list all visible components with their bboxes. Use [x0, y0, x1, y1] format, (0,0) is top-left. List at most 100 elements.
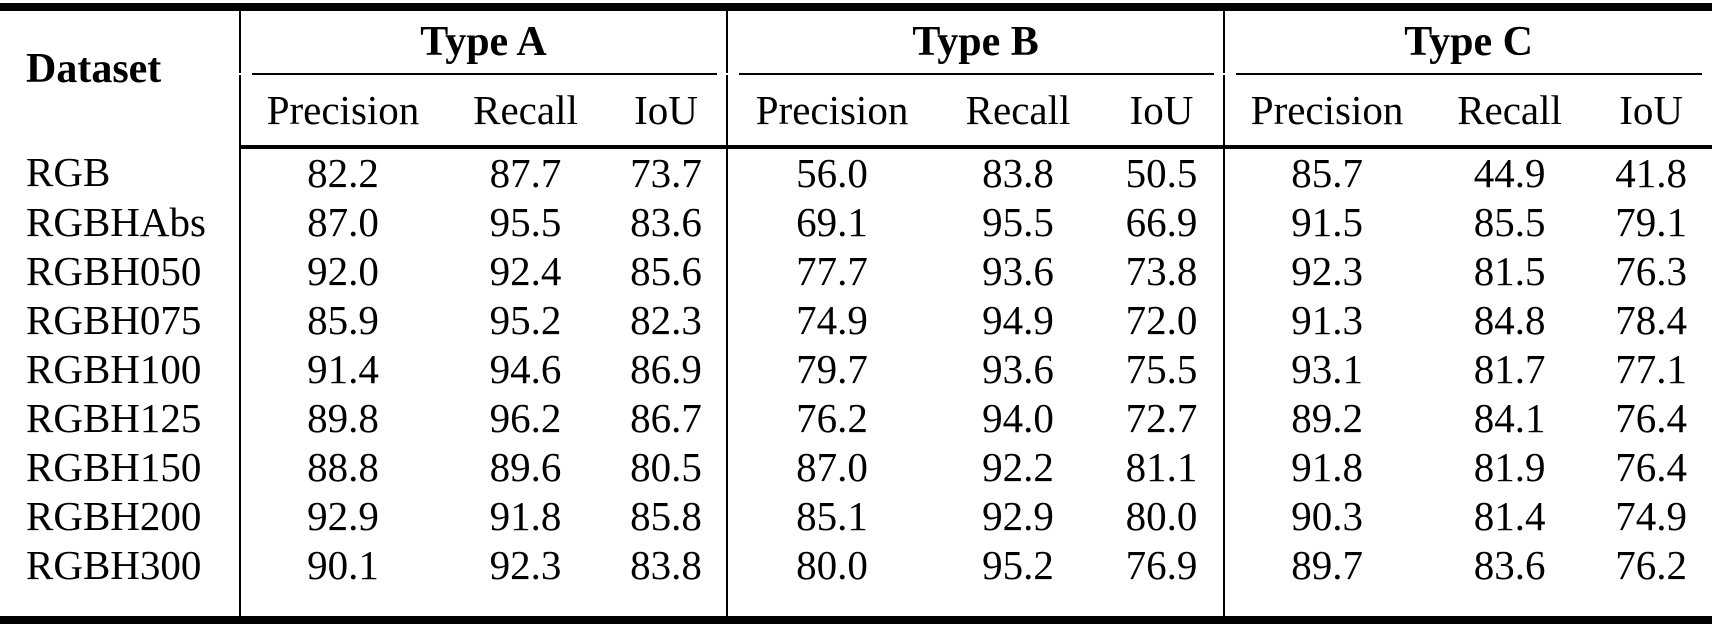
metric-cell: 83.6: [630, 199, 702, 245]
metric-cell: 92.4: [489, 248, 562, 294]
metric-cell: 76.9: [1125, 542, 1198, 588]
spacer-type-c-cell: [1223, 590, 1712, 624]
metric-cell: 81.9: [1473, 444, 1546, 490]
metric-cell: 89.8: [239, 394, 445, 443]
metric-cell: 87.7: [489, 150, 562, 196]
dataset-name-cell: RGBH300: [26, 542, 202, 588]
metric-cell: 84.8: [1473, 297, 1546, 343]
spacer-type-a-cell: [238, 590, 728, 624]
metric-cell: 72.7: [1125, 395, 1198, 441]
metric-cell: 91.5: [1223, 198, 1430, 247]
table-body: RGB 82.2 87.7 73.7 56.0 83.8 50.5 85.7 44.9 41.8 R…: [0, 147, 1712, 590]
metric-cell: 93.6: [982, 248, 1054, 294]
metric-cell: 86.7: [630, 395, 702, 441]
metric-cell: 85.5: [1473, 199, 1546, 245]
header-type-c-iou: IoU: [1590, 75, 1712, 149]
metric-cell: 82.3: [630, 297, 702, 343]
table-row: RGBH300 90.1 92.3 83.8 80.0 95.2 76.9 89.7 83.6 7…: [0, 541, 1712, 590]
metric-cell: 90.3: [1223, 492, 1430, 541]
header-type-a-recall: Recall: [445, 75, 606, 149]
metric-cell: 94.6: [489, 346, 562, 392]
metric-cell: 89.6: [489, 444, 562, 490]
group-header-row: Dataset Type A Type B Type C: [0, 7, 1712, 90]
metric-cell: 73.7: [630, 150, 702, 196]
metric-cell: 44.9: [1473, 150, 1546, 196]
metric-cell: 41.8: [1615, 150, 1687, 196]
metric-cell: 81.7: [1473, 346, 1546, 392]
metric-cell: 77.7: [726, 247, 937, 296]
type-a-label: Type A: [420, 19, 547, 65]
metric-cell: 87.0: [239, 198, 445, 247]
metric-cell: 76.3: [1615, 248, 1687, 294]
metric-cell: 79.7: [726, 345, 937, 394]
metric-cell: 86.9: [630, 346, 702, 392]
metric-header-row: Precision Recall IoU Precision Recall Io…: [0, 75, 1712, 149]
table-row: RGBH050 92.0 92.4 85.6 77.7 93.6 73.8 92.3 81.5 7…: [0, 247, 1712, 296]
metric-cell: 88.8: [239, 443, 445, 492]
metric-cell: 66.9: [1125, 199, 1198, 245]
metric-cell: 83.8: [630, 542, 702, 588]
metric-cell: 91.3: [1223, 296, 1430, 345]
metric-cell: 81.5: [1473, 248, 1546, 294]
cmidrule-type-a: [240, 73, 727, 75]
metric-cell: 91.4: [239, 345, 445, 394]
header-type-b-recall: Recall: [936, 75, 1101, 149]
metric-cell: 85.1: [726, 492, 937, 541]
metric-cell: 87.0: [726, 443, 937, 492]
cmidrule-row: [0, 73, 1712, 75]
dataset-name-cell: RGBH075: [26, 297, 202, 343]
metric-cell: 80.5: [630, 444, 702, 490]
metric-cell: 95.2: [489, 297, 562, 343]
metric-cell: 74.9: [726, 296, 937, 345]
metric-cell: 95.5: [982, 199, 1054, 245]
group-header-type-c: Type C: [1223, 7, 1712, 73]
table-row: RGBH200 92.9 91.8 85.8 85.1 92.9 80.0 90.3 81.4 7…: [0, 492, 1712, 541]
table-row: RGBH125 89.8 96.2 86.7 76.2 94.0 72.7 89.2 84.1 7…: [0, 394, 1712, 443]
dataset-name-cell: RGBHAbs: [26, 199, 206, 245]
table-row: RGB 82.2 87.7 73.7 56.0 83.8 50.5 85.7 44.9 41.8: [0, 147, 1712, 198]
metric-cell: 92.2: [982, 444, 1054, 490]
group-header-type-a: Type A: [238, 7, 728, 73]
metric-cell: 83.6: [1473, 542, 1546, 588]
metric-cell: 95.5: [489, 199, 562, 245]
header-type-c-recall: Recall: [1429, 75, 1591, 149]
spacer-dataset-cell: [0, 590, 240, 624]
metric-cell: 85.6: [630, 248, 702, 294]
metric-cell: 69.1: [726, 198, 937, 247]
metric-cell: 89.2: [1223, 394, 1430, 443]
metric-cell: 89.7: [1223, 541, 1430, 590]
metric-cell: 93.1: [1223, 345, 1430, 394]
metric-cell: 76.2: [1615, 542, 1687, 588]
metric-cell: 92.9: [239, 492, 445, 541]
metric-cell: 75.5: [1125, 346, 1198, 392]
metric-cell: 92.9: [982, 493, 1054, 539]
metric-cell: 94.9: [982, 297, 1054, 343]
metric-cell: 50.5: [1125, 150, 1198, 196]
bottom-spacer-row: [0, 590, 1712, 624]
metric-cell: 91.8: [489, 493, 562, 539]
metric-cell: 76.2: [726, 394, 937, 443]
table-row: RGBH075 85.9 95.2 82.3 74.9 94.9 72.0 91.3 84.8 7…: [0, 296, 1712, 345]
dataset-column-header: Dataset: [0, 7, 240, 147]
metric-cell: 96.2: [489, 395, 562, 441]
table-header: Dataset Type A Type B Type C Precision: [0, 7, 1712, 149]
metric-cell: 73.8: [1125, 248, 1198, 294]
metric-cell: 83.8: [982, 150, 1054, 196]
header-type-b-precision: Precision: [726, 75, 937, 149]
header-type-b-iou: IoU: [1100, 75, 1225, 149]
metric-cell: 92.3: [1223, 247, 1430, 296]
metric-cell: 80.0: [1125, 493, 1198, 539]
metric-cell: 95.2: [982, 542, 1054, 588]
table-row: RGBH100 91.4 94.6 86.9 79.7 93.6 75.5 93.1 81.7 7…: [0, 345, 1712, 394]
type-b-label: Type B: [912, 19, 1039, 65]
metric-cell: 85.7: [1223, 147, 1430, 198]
dataset-name-cell: RGBH125: [26, 395, 202, 441]
table-row: RGBH150 88.8 89.6 80.5 87.0 92.2 81.1 91.8 81.9 7…: [0, 443, 1712, 492]
metric-cell: 92.0: [239, 247, 445, 296]
metric-cell: 91.8: [1223, 443, 1430, 492]
spacer-type-b-cell: [726, 590, 1225, 624]
metric-cell: 85.8: [630, 493, 702, 539]
dataset-name-cell: RGBH150: [26, 444, 202, 490]
metric-cell: 94.0: [982, 395, 1054, 441]
